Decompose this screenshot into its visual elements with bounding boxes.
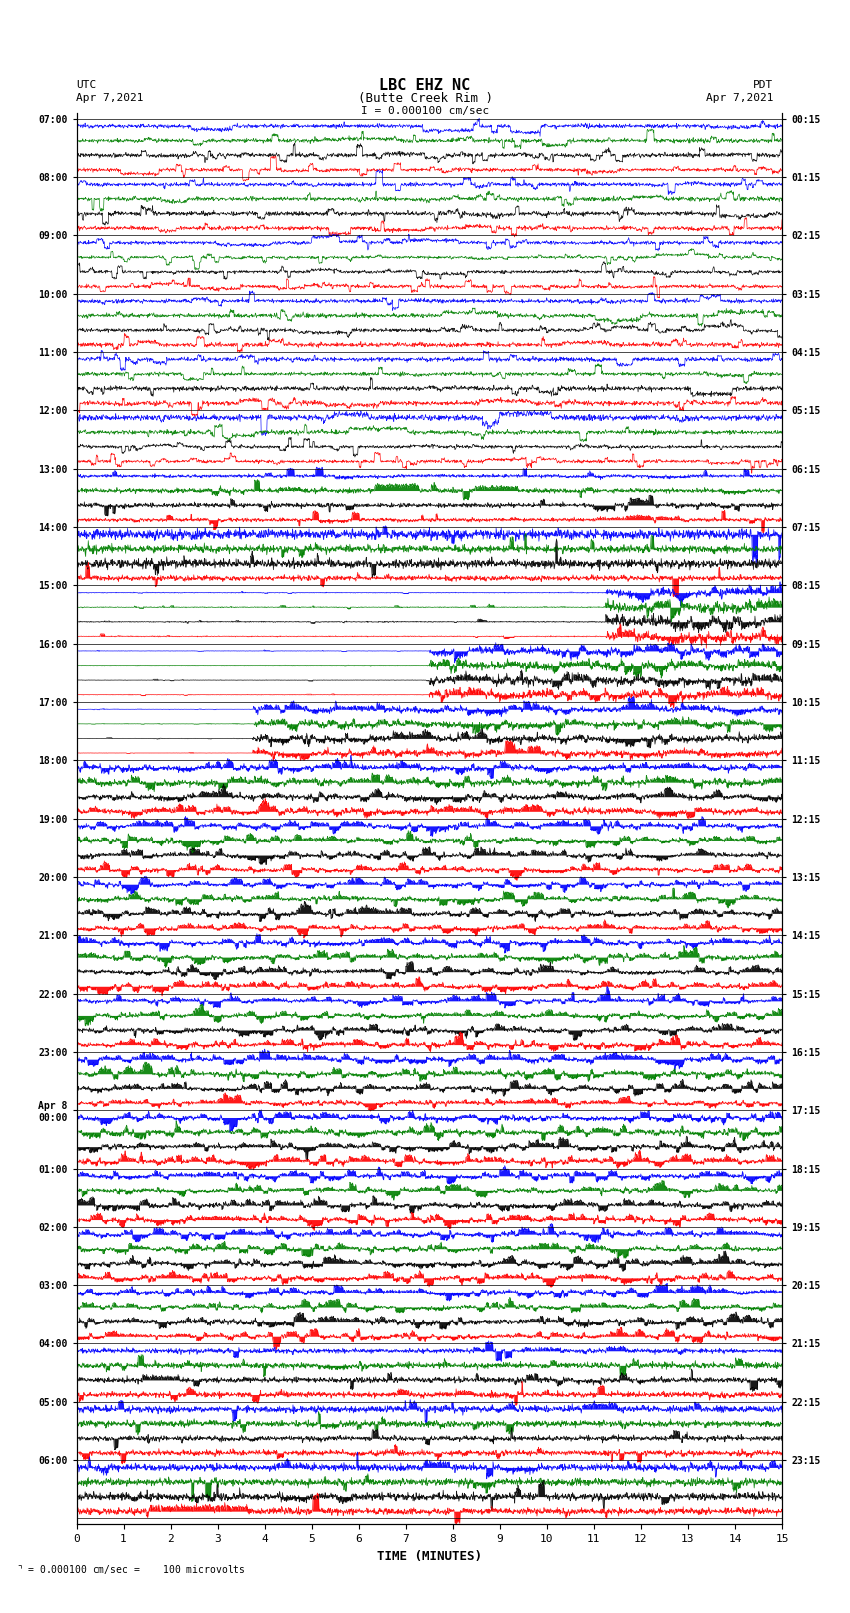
Text: Apr 7,2021: Apr 7,2021 [706, 94, 774, 103]
Text: (Butte Creek Rim ): (Butte Creek Rim ) [358, 92, 492, 105]
Text: Apr 7,2021: Apr 7,2021 [76, 94, 144, 103]
Text: PDT: PDT [753, 81, 774, 90]
Text: UTC: UTC [76, 81, 97, 90]
X-axis label: TIME (MINUTES): TIME (MINUTES) [377, 1550, 482, 1563]
Text: $\urcorner$ = 0.000100 cm/sec =    100 microvolts: $\urcorner$ = 0.000100 cm/sec = 100 micr… [17, 1563, 246, 1576]
Text: I = 0.000100 cm/sec: I = 0.000100 cm/sec [361, 106, 489, 116]
Text: LBC EHZ NC: LBC EHZ NC [379, 77, 471, 94]
